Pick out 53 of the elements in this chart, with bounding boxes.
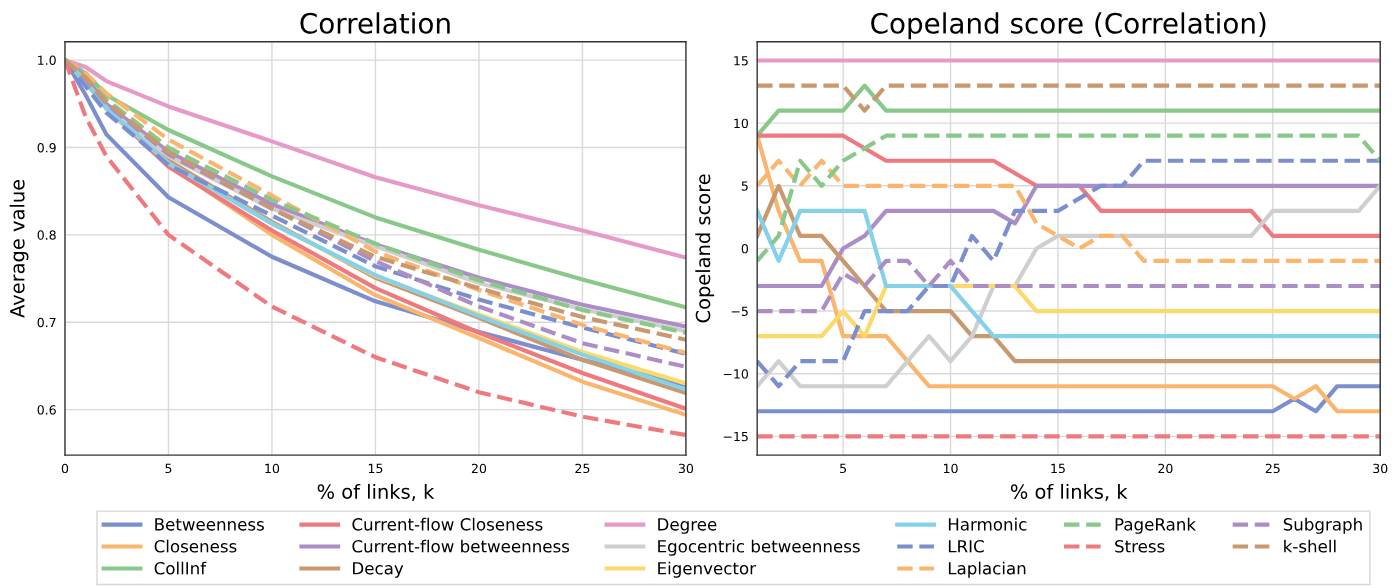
y-tick-label: 5 [741,181,748,191]
line-series [757,133,1381,264]
x-tick-label: 5 [840,463,846,474]
x-axis-title: % of links, k [1010,483,1128,501]
x-tick-label: 0 [61,463,69,474]
x-tick-label: 25 [575,463,590,474]
x-tick-label: 30 [678,463,694,474]
legend-label: Current-flow betweenness [352,539,570,553]
x-tick-label: 20 [1158,463,1173,474]
y-tick-label: 0.9 [37,142,56,153]
chart-title: Correlation [300,12,450,34]
legend-label: Laplacian [948,561,1026,578]
y-tick-label: 0.8 [37,230,56,240]
y-tick-label: 1.0 [38,55,56,66]
legend-label: Eigenvector [658,561,756,578]
y-axis-title: Average value [9,179,29,318]
x-tick-label: 10 [265,463,280,474]
chart-title: Copeland score (Correlation) [871,12,1266,40]
line-series [64,58,686,260]
legend-label: LRIC [948,540,984,553]
y-tick-label: 10 [734,118,749,129]
legend-label: Subgraph [1283,517,1362,534]
y-axis-title: Copeland score [695,174,715,323]
line-series [757,133,1381,238]
x-tick-label: 20 [471,463,487,474]
x-tick-label: 10 [943,463,958,474]
line-series [757,258,1381,314]
y-tick-label: −15 [723,431,748,442]
legend-label: Harmonic [948,517,1027,531]
x-axis-title: % of links, k [317,483,435,501]
legend-label: Stress [1115,540,1165,553]
y-tick-label: −10 [723,369,749,379]
x-tick-label: 25 [1265,463,1280,474]
line-series [757,208,1381,339]
legend-label: Betweenness [155,518,264,531]
line-series [757,183,1381,289]
legend-label: Decay [353,562,404,578]
x-tick-label: 30 [1373,463,1388,474]
x-tick-label: 15 [368,463,383,474]
legend-label: CollInf [154,561,207,575]
x-tick-label: 5 [165,463,172,474]
y-tick-label: 0.7 [37,317,56,328]
legend-label: Egocentric betweenness [658,539,860,556]
legend-label: Degree [658,518,717,534]
legend-label: Closeness [154,539,237,553]
legend-label: Current-flow Closeness [352,517,543,531]
legend-label: PageRank [1115,517,1196,534]
y-tick-label: 15 [734,56,748,66]
x-tick-label: 15 [1051,463,1065,474]
y-tick-label: 0 [741,243,749,254]
y-tick-label: −5 [731,306,748,316]
legend-label: k-shell [1284,539,1336,553]
y-tick-label: 0.6 [37,405,56,415]
